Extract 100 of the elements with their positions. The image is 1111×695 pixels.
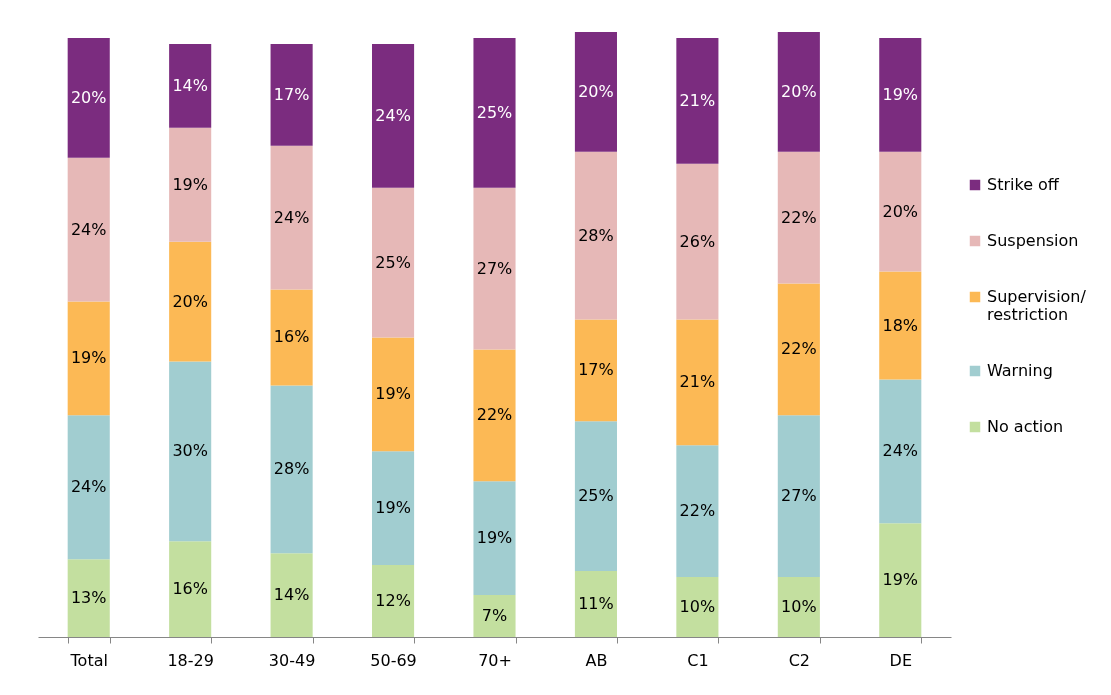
- data-label: 25%: [476, 102, 513, 122]
- data-label: 20%: [70, 87, 107, 107]
- x-tick-label: C2: [788, 650, 811, 670]
- data-label: 20%: [781, 81, 817, 101]
- bar: [676, 445, 719, 578]
- data-label: 25%: [375, 252, 411, 272]
- bar: [473, 595, 516, 637]
- legend-label: Supervision/restriction: [987, 287, 1087, 324]
- data-label: 14%: [172, 75, 208, 95]
- bar: [372, 187, 415, 338]
- bar: [270, 553, 313, 637]
- data-label: 17%: [273, 84, 310, 104]
- bar: [169, 541, 212, 637]
- data-label: 7%: [481, 606, 508, 626]
- legend-label: No action: [987, 417, 1064, 436]
- bar: [473, 349, 516, 482]
- data-label: 20%: [578, 81, 614, 101]
- data-label: 22%: [781, 207, 817, 227]
- bar: [879, 151, 922, 272]
- bar: [270, 145, 313, 290]
- data-label: 19%: [375, 384, 411, 404]
- data-label: 28%: [578, 225, 614, 245]
- data-label: 22%: [781, 339, 817, 359]
- data-label: 19%: [375, 498, 411, 518]
- data-label: 11%: [578, 594, 614, 614]
- data-label: 24%: [70, 219, 107, 239]
- data-label: 25%: [578, 486, 614, 506]
- bar: [67, 415, 110, 560]
- bar: [67, 37, 110, 158]
- data-label: 13%: [70, 588, 107, 608]
- bar: [574, 571, 617, 637]
- x-tick-label: 50-69: [370, 650, 417, 670]
- data-label: 20%: [882, 201, 919, 221]
- legend-label: Suspension: [987, 231, 1079, 250]
- bar: [879, 523, 922, 637]
- data-label: 28%: [273, 459, 310, 479]
- legend-label: Warning: [987, 361, 1053, 380]
- bar: [270, 289, 313, 386]
- bar: [67, 559, 110, 637]
- bar: [67, 157, 110, 302]
- data-label: 24%: [375, 105, 411, 125]
- legend-label: Strike off: [987, 175, 1060, 194]
- data-label: 19%: [476, 528, 513, 548]
- data-label: 18%: [882, 315, 919, 335]
- bar: [777, 415, 820, 578]
- bar: [169, 241, 212, 362]
- bar: [473, 37, 516, 188]
- x-tick-label: 30-49: [268, 650, 316, 670]
- data-label: 10%: [781, 597, 817, 617]
- x-tick-label: Total: [69, 650, 108, 670]
- data-label: 10%: [679, 597, 716, 617]
- bar: [676, 577, 719, 637]
- bar: [372, 565, 415, 637]
- data-label: 27%: [781, 486, 817, 506]
- bar: [777, 32, 820, 152]
- bar: [574, 151, 617, 320]
- bar: [270, 385, 313, 554]
- data-label: 24%: [273, 207, 310, 227]
- data-label: 24%: [70, 477, 107, 497]
- data-label: 19%: [882, 84, 919, 104]
- data-label: 22%: [679, 501, 716, 521]
- data-label: 19%: [882, 570, 919, 590]
- data-label: 16%: [273, 327, 310, 347]
- x-tick-label: C1: [687, 650, 709, 670]
- data-label: 14%: [273, 585, 310, 605]
- bar: [473, 481, 516, 596]
- bar: [372, 43, 415, 188]
- data-label: 22%: [476, 405, 513, 425]
- data-label: 16%: [172, 579, 208, 599]
- data-label: 26%: [679, 231, 716, 251]
- data-label: 27%: [476, 258, 513, 278]
- data-label: 21%: [679, 90, 716, 110]
- bar: [777, 151, 820, 284]
- bar: [676, 37, 719, 164]
- bar: [777, 283, 820, 416]
- data-label: 17%: [578, 360, 614, 380]
- x-tick-label: DE: [889, 650, 912, 670]
- data-label: 20%: [172, 291, 208, 311]
- x-tick-label: AB: [585, 650, 608, 670]
- data-label: 19%: [172, 174, 208, 194]
- data-label: 21%: [679, 372, 716, 392]
- bar: [676, 319, 719, 446]
- bar: [879, 37, 922, 152]
- bar: [676, 163, 719, 320]
- bar: [169, 43, 212, 128]
- bar: [879, 379, 922, 524]
- bar: [777, 577, 820, 637]
- bar: [372, 337, 415, 452]
- bar: [879, 271, 922, 380]
- bar: [169, 127, 212, 242]
- data-label: 12%: [375, 591, 411, 611]
- x-tick-label: 70+: [478, 650, 512, 670]
- data-label: 19%: [70, 348, 107, 368]
- x-tick-label: 18-29: [167, 650, 214, 670]
- bar: [169, 361, 212, 542]
- bar: [372, 451, 415, 566]
- data-label: 24%: [882, 441, 919, 461]
- bar: [574, 319, 617, 422]
- bar: [473, 187, 516, 350]
- bar: [270, 43, 313, 146]
